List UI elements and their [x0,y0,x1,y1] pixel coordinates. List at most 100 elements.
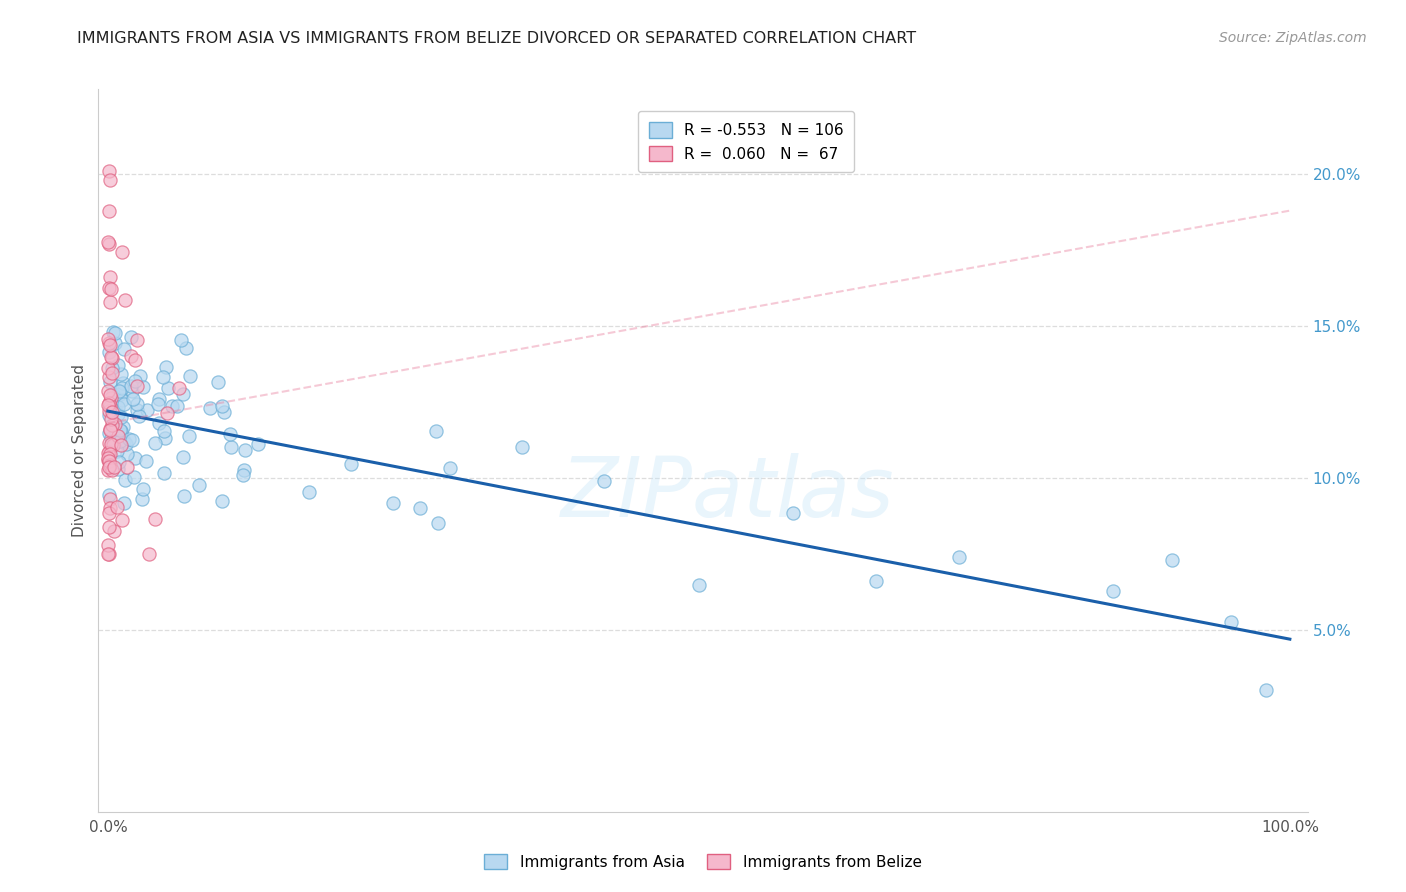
Point [112,496,135,510]
Point [172,386,194,401]
Point [688,578,710,592]
Point [97,453,120,467]
Point [117,447,139,461]
Point [98,446,121,460]
Point [148,397,170,411]
Point [439,461,461,475]
Point [143,512,166,526]
Point [179,369,201,384]
Point [104,326,127,340]
Point [200,401,222,416]
Point [127,402,149,417]
Text: Source: ZipAtlas.com: Source: ZipAtlas.com [1219,31,1367,45]
Point [214,405,236,419]
Point [98,408,121,422]
Point [108,423,131,437]
Point [427,516,450,531]
Point [100,350,122,364]
Point [153,424,176,438]
Point [111,513,134,527]
Point [98,338,121,352]
Point [232,467,254,482]
Point [111,393,134,408]
Point [177,428,200,442]
Point [103,524,125,539]
Point [1101,583,1123,598]
Point [100,412,122,426]
Point [107,400,129,414]
Point [115,437,138,451]
Point [97,463,120,477]
Point [114,293,136,307]
Point [101,463,124,477]
Point [138,547,160,561]
Point [97,450,120,465]
Legend: R = -0.553   N = 106, R =  0.060   N =  67: R = -0.553 N = 106, R = 0.060 N = 67 [638,112,855,172]
Point [129,369,152,384]
Point [100,173,122,187]
Point [1160,553,1182,567]
Point [98,335,121,350]
Point [173,489,195,503]
Point [100,391,122,405]
Point [153,431,176,445]
Point [97,235,120,250]
Point [143,436,166,450]
Point [297,485,319,500]
Point [122,470,145,484]
Point [97,547,120,561]
Point [110,367,132,381]
Point [219,426,242,441]
Point [97,370,120,384]
Point [101,405,124,419]
Point [152,370,174,384]
Point [107,407,129,421]
Point [207,376,229,390]
Point [120,379,142,393]
Point [172,450,194,464]
Point [100,282,122,296]
Point [101,360,124,375]
Point [110,438,132,452]
Point [167,381,190,395]
Point [153,466,176,480]
Point [112,342,135,356]
Point [115,460,138,475]
Point [127,378,149,392]
Point [98,203,121,218]
Point [98,436,121,450]
Point [120,349,142,363]
Point [98,401,121,415]
Point [97,538,120,552]
Point [782,506,804,520]
Point [124,374,146,388]
Point [108,455,131,469]
Point [100,417,122,432]
Point [98,458,121,472]
Point [101,325,124,339]
Point [98,506,121,520]
Point [97,360,120,375]
Point [103,387,125,401]
Point [174,341,197,355]
Point [211,400,233,414]
Text: IMMIGRANTS FROM ASIA VS IMMIGRANTS FROM BELIZE DIVORCED OR SEPARATED CORRELATION: IMMIGRANTS FROM ASIA VS IMMIGRANTS FROM … [77,31,917,46]
Point [219,441,242,455]
Point [593,474,616,488]
Point [107,429,129,443]
Point [120,330,142,344]
Point [100,366,122,380]
Point [103,459,125,474]
Point [118,432,141,446]
Point [100,430,122,444]
Point [1219,615,1241,629]
Point [97,332,120,346]
Point [105,444,128,458]
Point [382,496,405,510]
Point [97,454,120,468]
Point [98,422,121,436]
Point [97,164,120,178]
Point [170,334,193,348]
Point [148,417,170,431]
Point [425,424,447,438]
